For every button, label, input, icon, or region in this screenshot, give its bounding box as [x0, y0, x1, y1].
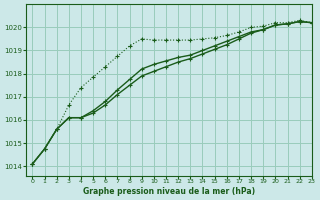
- X-axis label: Graphe pression niveau de la mer (hPa): Graphe pression niveau de la mer (hPa): [83, 187, 255, 196]
